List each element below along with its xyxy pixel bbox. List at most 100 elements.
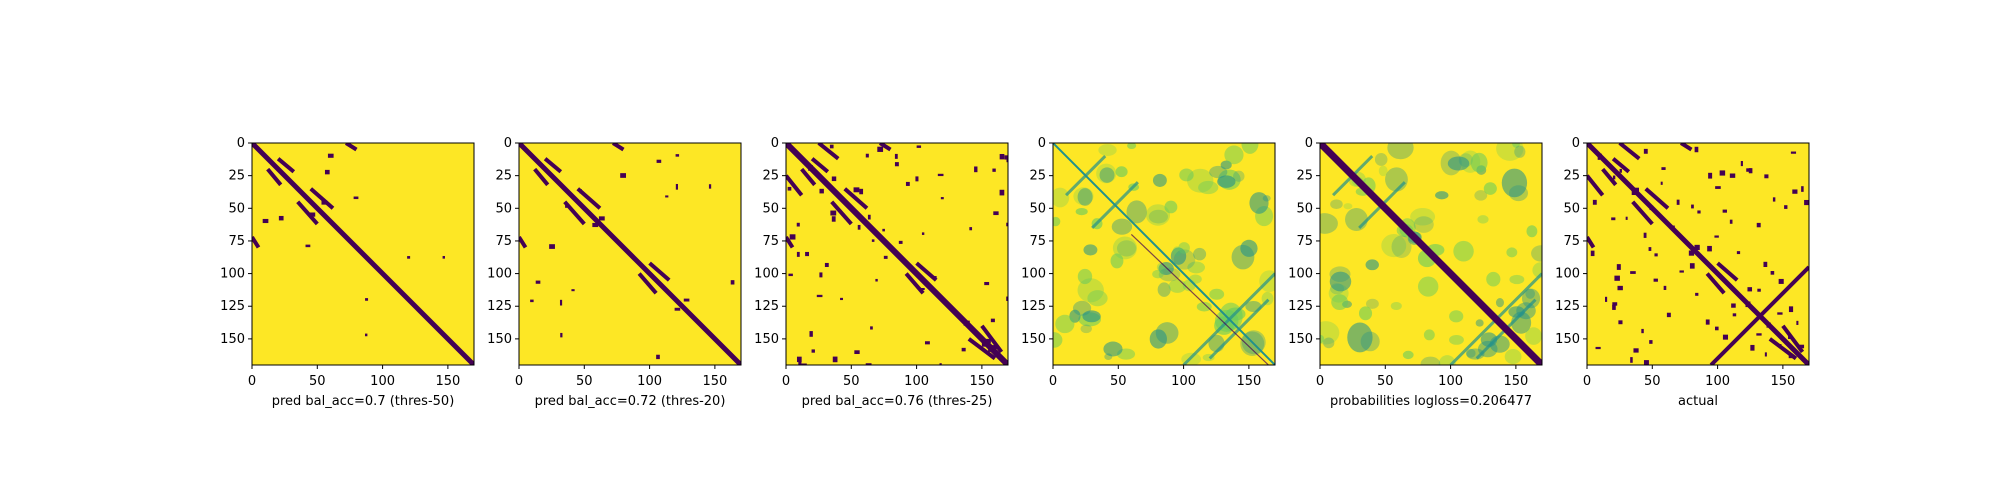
- heatmap-cell: [1158, 267, 1181, 282]
- heatmap-cell: [1477, 215, 1489, 224]
- heatmap-cell: [1231, 244, 1255, 270]
- y-tick-label: 125: [220, 299, 245, 314]
- heatmap-streak: [1644, 187, 1670, 210]
- heatmap-cell: [816, 294, 823, 298]
- heatmap-cell: [894, 153, 898, 159]
- heatmap-cell: [1188, 274, 1202, 284]
- heatmap-cell: [1689, 263, 1695, 269]
- heatmap-cell: [1320, 334, 1325, 344]
- heatmap-cell: [898, 240, 903, 244]
- heatmap-cell: [963, 323, 967, 326]
- heatmap-cell: [1625, 216, 1628, 220]
- x-tick-label: 0: [782, 374, 790, 389]
- heatmap-cell: [1666, 312, 1671, 318]
- axes-frame: [785, 142, 1009, 366]
- heatmap-cell: [559, 299, 563, 306]
- heatmap-cell: [1330, 199, 1343, 210]
- heatmap-cell: [1506, 247, 1518, 258]
- heatmap-diagonal: [252, 143, 474, 365]
- heatmap-streak: [533, 167, 550, 187]
- heatmap-streak: [543, 157, 563, 174]
- heatmap-cell: [819, 188, 824, 194]
- x-tick-label: 100: [1705, 374, 1730, 389]
- heatmap-streak: [309, 187, 335, 210]
- x-tick-label: 150: [702, 374, 727, 389]
- x-tick-label: 50: [1110, 374, 1127, 389]
- heatmap-cell: [665, 195, 669, 198]
- heatmap-cell: [1172, 246, 1182, 257]
- heatmap-cell: [798, 361, 802, 365]
- y-tick-label: 25: [1563, 169, 1580, 184]
- heatmap-cell: [1486, 271, 1501, 287]
- heatmap-cell: [1788, 354, 1795, 359]
- heatmap-cell: [1719, 170, 1726, 176]
- heatmap-cell: [1756, 222, 1761, 228]
- heatmap-diagonal: [1587, 143, 1809, 365]
- heatmap-cell: [1729, 173, 1736, 178]
- heatmap-cell: [1103, 341, 1123, 357]
- heatmap-cell: [656, 354, 660, 360]
- y-tick-label: 0: [771, 136, 779, 151]
- heatmap-cell: [1053, 332, 1063, 348]
- heatmap-panel-3: 0 25 50 75 100 125 150 0 50 100 150 pred bal_acc=0.…: [754, 136, 1009, 409]
- heatmap-cell: [796, 222, 800, 227]
- heatmap-cell: [1653, 278, 1658, 282]
- heatmap-cell: [1764, 174, 1769, 179]
- heatmap-cell: [1643, 148, 1648, 154]
- heatmap-cell: [1055, 314, 1075, 334]
- x-tick-label: 0: [1049, 374, 1057, 389]
- heatmap-cell: [1116, 240, 1137, 257]
- heatmap-cell: [1006, 222, 1008, 227]
- heatmap-cell: [1149, 329, 1167, 349]
- heatmap-cell: [1766, 324, 1770, 328]
- heatmap-cell: [992, 168, 996, 172]
- heatmap-streak: [296, 200, 319, 226]
- heatmap-cell: [1385, 167, 1408, 192]
- heatmap-cell: [598, 216, 605, 221]
- heatmap-cell: [1453, 240, 1474, 262]
- y-tick-label: 125: [1555, 299, 1580, 314]
- heatmap-cell: [859, 188, 864, 195]
- heatmap-cell: [1196, 301, 1212, 312]
- heatmap-cell: [1695, 292, 1699, 296]
- heatmap-cells: [252, 143, 474, 365]
- y-tick-label: 0: [1305, 136, 1313, 151]
- heatmap-cell: [1387, 143, 1414, 160]
- heatmap-cell: [984, 281, 990, 286]
- y-tick-label: 0: [504, 136, 512, 151]
- heatmap-cell: [905, 181, 910, 186]
- heatmap-cell: [1525, 327, 1542, 345]
- heatmap-cell: [1746, 168, 1752, 172]
- heatmap-cell: [808, 167, 811, 171]
- heatmap-cells: [519, 143, 741, 365]
- heatmap-cell: [1241, 143, 1259, 154]
- heatmap-panel-2: 0 25 50 75 100 125 150 0 50 100 150 pred bal_acc=0.…: [487, 136, 742, 409]
- axes-frame: [1586, 142, 1810, 366]
- heatmap-cell: [939, 363, 942, 365]
- heatmap-cell: [999, 153, 1005, 160]
- heatmap-cell: [1104, 353, 1113, 360]
- y-tick-label: 125: [754, 299, 779, 314]
- heatmap-cell: [1157, 282, 1171, 297]
- x-axis-label: pred bal_acc=0.7 (thres-50): [272, 394, 455, 409]
- heatmap-cells: [1053, 143, 1275, 365]
- heatmap-cell: [1612, 304, 1616, 310]
- heatmap-cell: [1688, 250, 1695, 256]
- heatmap-cell: [789, 234, 796, 240]
- heatmap-cell: [969, 227, 973, 231]
- y-tick-label: 75: [1563, 234, 1580, 249]
- heatmap-cell: [1798, 344, 1805, 349]
- heatmap-cell: [305, 244, 311, 248]
- heatmap-cell: [1449, 334, 1464, 345]
- y-tick-label: 50: [495, 201, 512, 216]
- heatmap-cell: [1740, 161, 1743, 167]
- heatmap-cell: [1612, 175, 1616, 180]
- y-tick-label: 125: [487, 299, 512, 314]
- heatmap-streak: [1611, 157, 1631, 174]
- heatmap-cell: [1053, 187, 1070, 208]
- heatmap-cell: [993, 211, 999, 216]
- heatmap-streak: [1716, 261, 1739, 282]
- x-tick-label: 150: [1236, 374, 1261, 389]
- heatmap-cell: [1512, 143, 1521, 148]
- heatmap-cell: [1763, 261, 1768, 267]
